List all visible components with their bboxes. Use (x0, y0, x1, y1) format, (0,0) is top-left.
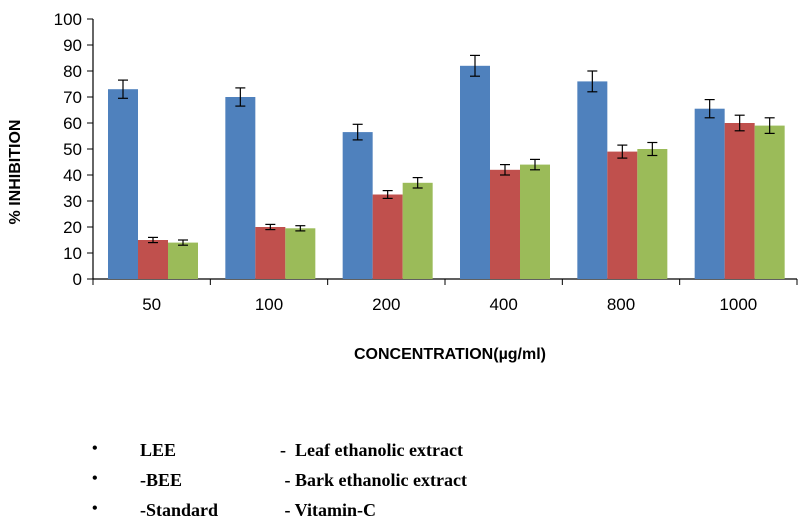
bar (607, 151, 638, 279)
bar (138, 240, 168, 279)
x-axis-label: CONCENTRATION(µg/ml) (354, 346, 546, 363)
bar (372, 194, 403, 279)
y-tick-label: 10 (63, 244, 82, 263)
bar (694, 108, 725, 279)
bar (490, 169, 520, 279)
bar (577, 81, 608, 280)
y-tick-label: 20 (63, 218, 82, 237)
bar (754, 125, 785, 279)
x-tick-label: 400 (489, 295, 517, 314)
bar (285, 228, 316, 279)
error-bars (118, 54, 775, 246)
legend-description: - Leaf ethanolic extract (280, 440, 463, 460)
bar (108, 89, 138, 279)
bar (225, 97, 256, 279)
legend-description: - Vitamin-C (280, 500, 377, 520)
y-tick-label: 100 (54, 10, 82, 29)
y-tick-label: 0 (73, 270, 82, 289)
y-axis: 0 10 20 30 40 50 60 70 80 90 100 (54, 10, 94, 289)
bar (460, 65, 490, 279)
bar (402, 182, 433, 279)
bullet-icon: • (92, 500, 98, 517)
bar (637, 149, 668, 279)
y-tick-label: 70 (63, 88, 82, 107)
bullet-icon: • (92, 470, 98, 487)
y-tick-label: 30 (63, 192, 82, 211)
bars (108, 65, 785, 280)
y-axis-label: % INHIBITION (7, 120, 24, 225)
bar (255, 227, 286, 279)
x-tick-label: 50 (142, 295, 161, 314)
bar (520, 164, 550, 279)
x-tick-label: 200 (372, 295, 400, 314)
y-tick-label: 50 (63, 140, 82, 159)
bullet-icon: • (92, 440, 98, 457)
x-tick-label: 800 (607, 295, 635, 314)
legend-code: -Standard (140, 500, 219, 520)
x-tick-label: 1000 (719, 295, 757, 314)
bar (724, 123, 755, 279)
y-tick-label: 60 (63, 114, 82, 133)
bar (342, 132, 373, 279)
legend-description: - Bark ethanolic extract (280, 470, 467, 490)
x-axis: 50 100 200 400 800 1000 (92, 278, 798, 314)
bar (168, 242, 198, 279)
y-tick-label: 80 (63, 62, 82, 81)
legend-code: -BEE (140, 470, 183, 490)
legend-code: LEE (140, 440, 177, 460)
y-tick-label: 90 (63, 36, 82, 55)
y-tick-label: 40 (63, 166, 82, 185)
x-tick-label: 100 (255, 295, 283, 314)
